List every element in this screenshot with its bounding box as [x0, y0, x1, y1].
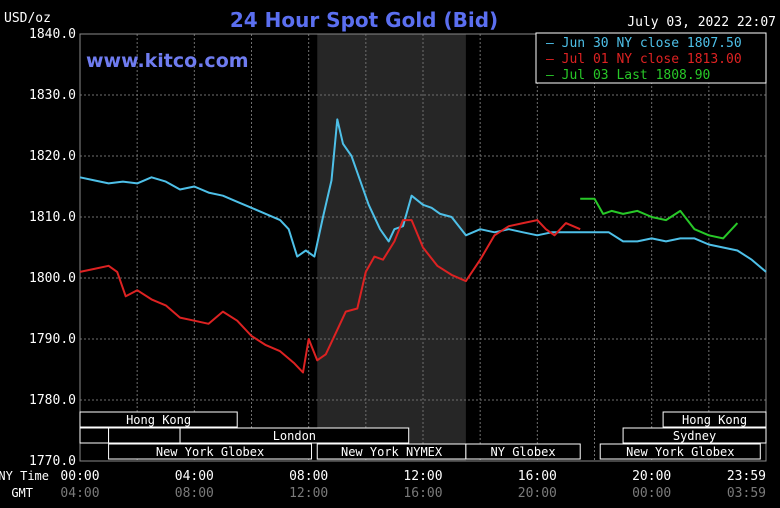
x-tick-label-ny: 04:00 — [175, 469, 214, 484]
x-axis-ticks: 00:00 04:00 04:00 08:00 08:00 12:00 12:00 16:00… — [60, 469, 766, 501]
price-series — [79, 118, 767, 374]
ny-time-row-label: NY Time — [0, 469, 49, 483]
session-label: New York NYMEX — [341, 445, 443, 459]
x-tick-label-ny: 00:00 — [60, 469, 99, 484]
y-tick-label: 1830.0 — [29, 88, 76, 103]
x-tick-label-ny: 23:59 — [727, 469, 766, 484]
legend-item-jul01: — Jul 01 NY close 1813.00 — [546, 52, 742, 67]
y-tick-label: 1800.0 — [29, 271, 76, 286]
series-line-jul03 — [580, 197, 739, 240]
x-tick-label-gmt: 12:00 — [289, 486, 328, 501]
session-label: Hong Kong — [126, 413, 191, 427]
session-label: NY Globex — [491, 445, 556, 459]
x-tick-label-ny: 20:00 — [632, 469, 671, 484]
plot-frame — [79, 33, 767, 462]
y-tick-label: 1780.0 — [29, 393, 76, 408]
x-tick-label-ny: 16:00 — [518, 469, 557, 484]
legend-item-jun30: — Jun 30 NY close 1807.50 — [546, 36, 742, 51]
x-tick-label-gmt: 00:00 — [632, 486, 671, 501]
legend-item-jul03: — Jul 03 Last 1808.90 — [546, 68, 710, 83]
session-box — [79, 411, 238, 428]
legend: — Jun 30 NY close 1807.50 — Jul 01 NY cl… — [535, 32, 767, 84]
session-label: Sydney — [673, 429, 716, 443]
grid — [79, 33, 767, 462]
session-box — [108, 443, 313, 460]
y-axis-ticks: 1840.0 1830.0 1820.0 1810.0 1800.0 1790.0 1780… — [29, 27, 76, 469]
timestamp: July 03, 2022 22:07 — [627, 15, 776, 30]
chart-title: 24 Hour Spot Gold (Bid) — [230, 8, 498, 32]
trading-sessions: Hong Kong Hong Kong London Sydney New York G… — [79, 411, 767, 460]
y-axis-label: USD/oz — [4, 11, 51, 26]
session-label: London — [273, 429, 316, 443]
session-box — [622, 427, 767, 444]
gmt-row-label: GMT — [11, 486, 33, 500]
session-box — [465, 443, 581, 460]
x-tick-label-gmt: 16:00 — [403, 486, 442, 501]
x-tick-label-gmt: 08:00 — [175, 486, 214, 501]
y-tick-label: 1840.0 — [29, 27, 76, 42]
series-line-jun30 — [79, 118, 767, 273]
session-box — [108, 427, 181, 444]
x-tick-label-ny: 08:00 — [289, 469, 328, 484]
legend-box — [535, 32, 767, 84]
session-label: New York Globex — [156, 445, 264, 459]
kitco-watermark: www.kitco.com — [86, 50, 249, 72]
session-box — [179, 427, 410, 444]
y-tick-label: 1770.0 — [29, 454, 76, 469]
x-tick-label-gmt: 04:00 — [60, 486, 99, 501]
y-tick-label: 1820.0 — [29, 149, 76, 164]
y-tick-label: 1810.0 — [29, 210, 76, 225]
session-box — [662, 411, 767, 428]
session-label: Hong Kong — [682, 413, 747, 427]
session-box — [79, 427, 110, 444]
series-line-jul01 — [79, 219, 581, 374]
x-tick-label-gmt: 03:59 — [727, 486, 766, 501]
session-label: New York Globex — [626, 445, 734, 459]
x-tick-label-gmt: 20:00 — [518, 486, 557, 501]
y-tick-label: 1790.0 — [29, 332, 76, 347]
session-box — [599, 443, 761, 460]
x-tick-label-ny: 12:00 — [403, 469, 442, 484]
